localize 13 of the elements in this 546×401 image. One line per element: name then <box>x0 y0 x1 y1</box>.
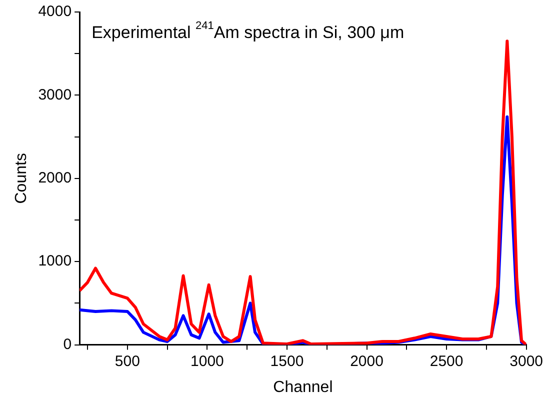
y-tick-label: 4000 <box>38 3 72 20</box>
x-tick-label: 3000 <box>510 352 544 370</box>
y-axis-title: Counts <box>13 153 30 204</box>
y-tick-label: 3000 <box>38 86 72 104</box>
y-tick-label: 1000 <box>38 252 72 270</box>
x-tick-label: 500 <box>114 352 140 370</box>
x-tick-label: 2000 <box>350 352 384 370</box>
y-tick-label: 2000 <box>38 170 72 187</box>
y-tick-label: 0 <box>63 336 72 353</box>
x-tick-label: 2500 <box>430 352 464 370</box>
x-axis-title: Channel <box>273 378 333 396</box>
x-tick-label: 1500 <box>270 352 304 370</box>
x-tick-label: 1000 <box>190 352 224 370</box>
